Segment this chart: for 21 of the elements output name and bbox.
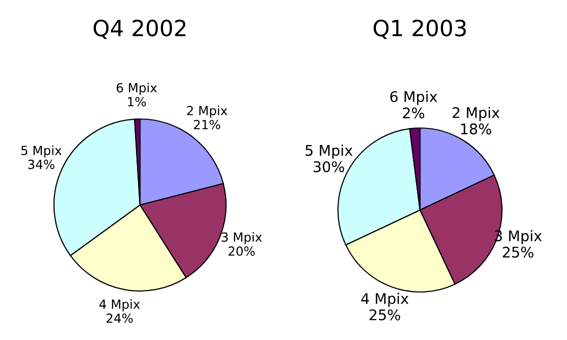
slice-label: 4 Mpix <box>361 292 408 307</box>
data-label: 24% <box>106 313 133 323</box>
slice-label: 6 Mpix <box>390 90 438 105</box>
slice-label: 5 Mpix <box>306 144 352 159</box>
slice-label: 5 Mpix <box>21 145 62 158</box>
data-label: 34% <box>28 160 54 170</box>
data-label: 20% <box>228 246 255 256</box>
data-label: 18% <box>461 123 492 134</box>
data-label: 2% <box>402 107 424 118</box>
slice-label: 4 Mpix <box>99 299 140 312</box>
data-label: 25% <box>370 309 400 320</box>
slice-label: 6 Mpix <box>116 82 157 95</box>
data-label: 1% <box>128 97 146 106</box>
slice-label: 2 Mpix <box>452 106 500 121</box>
chart-title: Q4 2002 <box>94 20 186 39</box>
slice-label: 3 Mpix <box>222 232 262 244</box>
data-label: 25% <box>502 246 534 258</box>
data-label: 30% <box>314 161 344 172</box>
data-label: 21% <box>194 120 220 130</box>
slice-label: 2 Mpix <box>187 106 228 118</box>
chart-title: Q1 2003 <box>374 20 466 39</box>
